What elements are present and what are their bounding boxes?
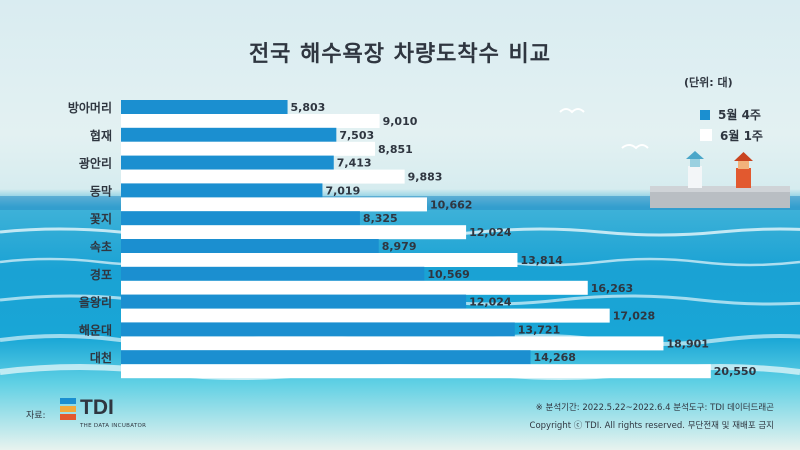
data-label: 10,662: [430, 198, 472, 211]
bar-series2: [121, 364, 711, 379]
category-label: 대천: [90, 350, 112, 365]
data-label: 7,019: [325, 184, 360, 197]
bar-series1: [121, 266, 425, 281]
seagull-icon: [559, 108, 585, 114]
bar-series2: [121, 197, 427, 212]
seagull-icon: [621, 144, 649, 150]
data-label: 8,325: [363, 212, 398, 225]
bar-series2: [121, 141, 376, 156]
data-label: 5,803: [291, 101, 326, 114]
data-label: 10,569: [427, 268, 469, 281]
bar-series1: [121, 294, 467, 309]
source-label: 자료:: [26, 411, 46, 421]
bar-series1: [121, 239, 379, 253]
bar-series2: [121, 253, 518, 267]
analysis-note: ※ 분석기간: 2022.5.22~2022.6.4 분석도구: TDI 데이터…: [535, 403, 774, 413]
bar-series2: [121, 225, 467, 240]
unit-label: (단위: 대): [684, 76, 733, 89]
legend-label-series2: 6월 1주: [720, 129, 763, 143]
bar-series1: [121, 155, 334, 170]
data-label: 7,413: [337, 157, 372, 170]
category-label: 속초: [90, 240, 112, 254]
category-label: 을왕리: [79, 295, 112, 310]
bar-series2: [121, 169, 405, 184]
bar-series1: [121, 322, 515, 337]
data-label: 17,028: [613, 310, 655, 323]
category-label: 동막: [90, 184, 112, 198]
data-label: 20,550: [714, 365, 757, 378]
breakwater-illustration: [650, 151, 790, 208]
data-label: 7,503: [339, 129, 374, 142]
legend-item-series2: 6월 1주: [700, 127, 763, 144]
data-label: 12,024: [469, 226, 512, 239]
bar-series2: [121, 308, 610, 323]
chart-title: 전국 해수욕장 차량도착수 비교: [248, 42, 552, 67]
bar-series1: [121, 100, 288, 114]
data-label: 18,901: [666, 337, 708, 350]
category-label: 협재: [90, 128, 112, 143]
data-label: 16,263: [591, 282, 633, 295]
category-label: 경포: [90, 268, 112, 282]
bar-series2: [121, 336, 664, 351]
data-label: 14,268: [533, 351, 575, 364]
category-label: 광안리: [79, 156, 112, 171]
data-label: 9,883: [408, 171, 443, 184]
logo-mark-icon: [60, 398, 76, 420]
data-label: 8,979: [382, 240, 417, 253]
data-label: 12,024: [469, 296, 512, 309]
bar-series1: [121, 350, 531, 365]
bar-series1: [121, 183, 323, 198]
category-label: 꽃지: [90, 211, 112, 226]
legend-item-series1: 5월 4주: [700, 106, 761, 123]
data-label: 8,851: [378, 143, 413, 156]
logo-tagline: THE DATA INCUBATOR: [80, 423, 147, 429]
data-label: 9,010: [383, 115, 418, 128]
logo-name: TDI: [80, 396, 114, 419]
category-label: 해운대: [79, 322, 112, 337]
legend-swatch-series1: [700, 110, 710, 120]
category-label: 방아머리: [68, 100, 112, 115]
bar-series1: [121, 127, 337, 142]
bar-series2: [121, 114, 380, 128]
copyright-text: Copyright ⓒ TDI. All rights reserved. 무단…: [529, 421, 774, 431]
legend-label-series1: 5월 4주: [718, 108, 761, 122]
bar-series1: [121, 211, 360, 226]
bar-series2: [121, 280, 588, 295]
data-label: 13,814: [520, 254, 563, 267]
data-label: 13,721: [518, 323, 560, 336]
legend-swatch-series2: [700, 129, 712, 141]
